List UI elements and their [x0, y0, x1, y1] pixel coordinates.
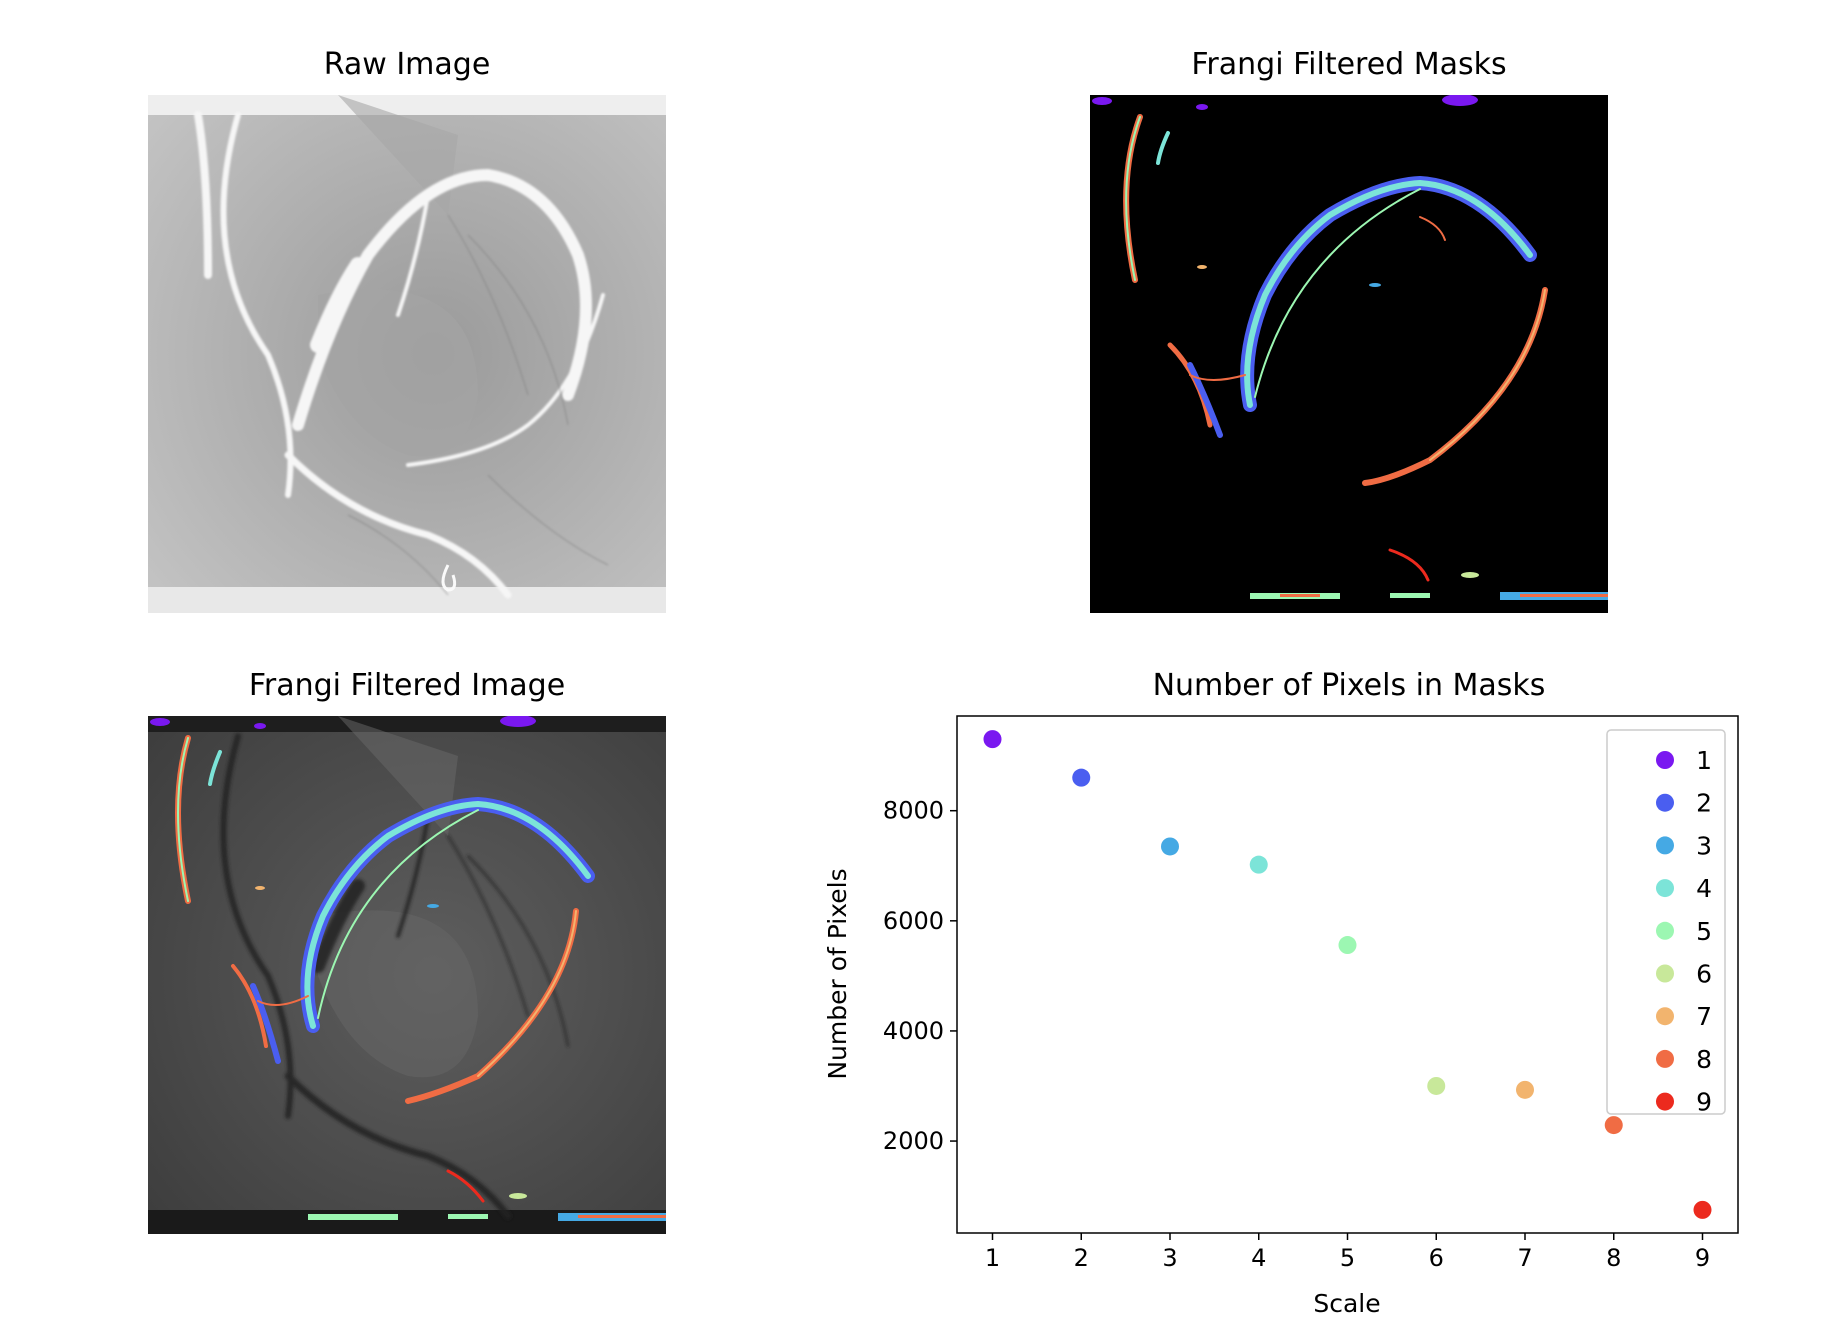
y-tick-label: 6000: [883, 907, 944, 935]
x-tick-label: 6: [1429, 1244, 1444, 1272]
data-point-scale-2: [1072, 768, 1091, 787]
data-point-scale-7: [1516, 1080, 1534, 1099]
y-tick-label: 2000: [883, 1127, 944, 1155]
data-points: [983, 730, 1712, 1219]
x-tick-label: 8: [1606, 1244, 1621, 1272]
frangi-masks-image: [1090, 95, 1608, 613]
legend-marker-1: [1656, 751, 1674, 769]
x-tick-label: 7: [1517, 1244, 1532, 1272]
legend-label-8: 8: [1696, 1045, 1712, 1074]
legend-marker-2: [1656, 793, 1674, 812]
legend-marker-7: [1656, 1007, 1674, 1026]
legend-marker-8: [1656, 1049, 1674, 1068]
frangi-filtered-overlay-image: [148, 716, 666, 1234]
legend-label-5: 5: [1696, 917, 1712, 946]
filtered-image-title: Frangi Filtered Image: [248, 668, 566, 703]
data-point-scale-6: [1427, 1076, 1446, 1095]
scatter-chart-title: Number of Pixels in Masks: [1152, 668, 1546, 703]
data-point-scale-8: [1604, 1116, 1623, 1135]
data-point-scale-3: [1161, 837, 1179, 856]
x-axis-ticks: 1 2 3 4 5 6 7 8 9: [985, 1233, 1710, 1272]
legend-label-6: 6: [1696, 960, 1712, 989]
legend-label-9: 9: [1696, 1088, 1712, 1117]
legend-marker-3: [1656, 836, 1674, 855]
x-tick-label: 4: [1251, 1244, 1266, 1272]
legend-label-2: 2: [1696, 789, 1712, 818]
y-axis-ticks: 2000 4000 6000 8000: [883, 797, 957, 1155]
x-axis-label: Scale: [1313, 1289, 1380, 1318]
raw-image-title: Raw Image: [323, 47, 491, 82]
raw-angiogram-image: [148, 95, 666, 613]
x-tick-label: 5: [1340, 1244, 1355, 1272]
y-tick-label: 8000: [883, 797, 944, 825]
legend-label-7: 7: [1696, 1002, 1712, 1031]
x-tick-label: 2: [1074, 1244, 1089, 1272]
legend-marker-4: [1656, 879, 1674, 898]
y-axis-label: Number of Pixels: [823, 868, 852, 1079]
data-point-scale-4: [1249, 855, 1268, 874]
data-point-scale-1: [983, 730, 1002, 749]
legend-marker-9: [1656, 1092, 1674, 1111]
legend-label-1: 1: [1696, 746, 1712, 775]
data-point-scale-5: [1338, 936, 1357, 955]
legend-marker-5: [1656, 921, 1674, 940]
masks-image-title: Frangi Filtered Masks: [1191, 47, 1507, 82]
y-tick-label: 4000: [883, 1017, 944, 1045]
legend-label-4: 4: [1696, 874, 1712, 903]
x-tick-label: 9: [1695, 1244, 1710, 1272]
data-point-scale-9: [1693, 1200, 1712, 1219]
x-tick-label: 1: [985, 1244, 1000, 1272]
legend: 1 2 3 4 5 6 7 8 9: [1606, 729, 1726, 1117]
x-tick-label: 3: [1162, 1244, 1177, 1272]
legend-label-3: 3: [1696, 831, 1712, 860]
legend-marker-6: [1656, 964, 1674, 983]
